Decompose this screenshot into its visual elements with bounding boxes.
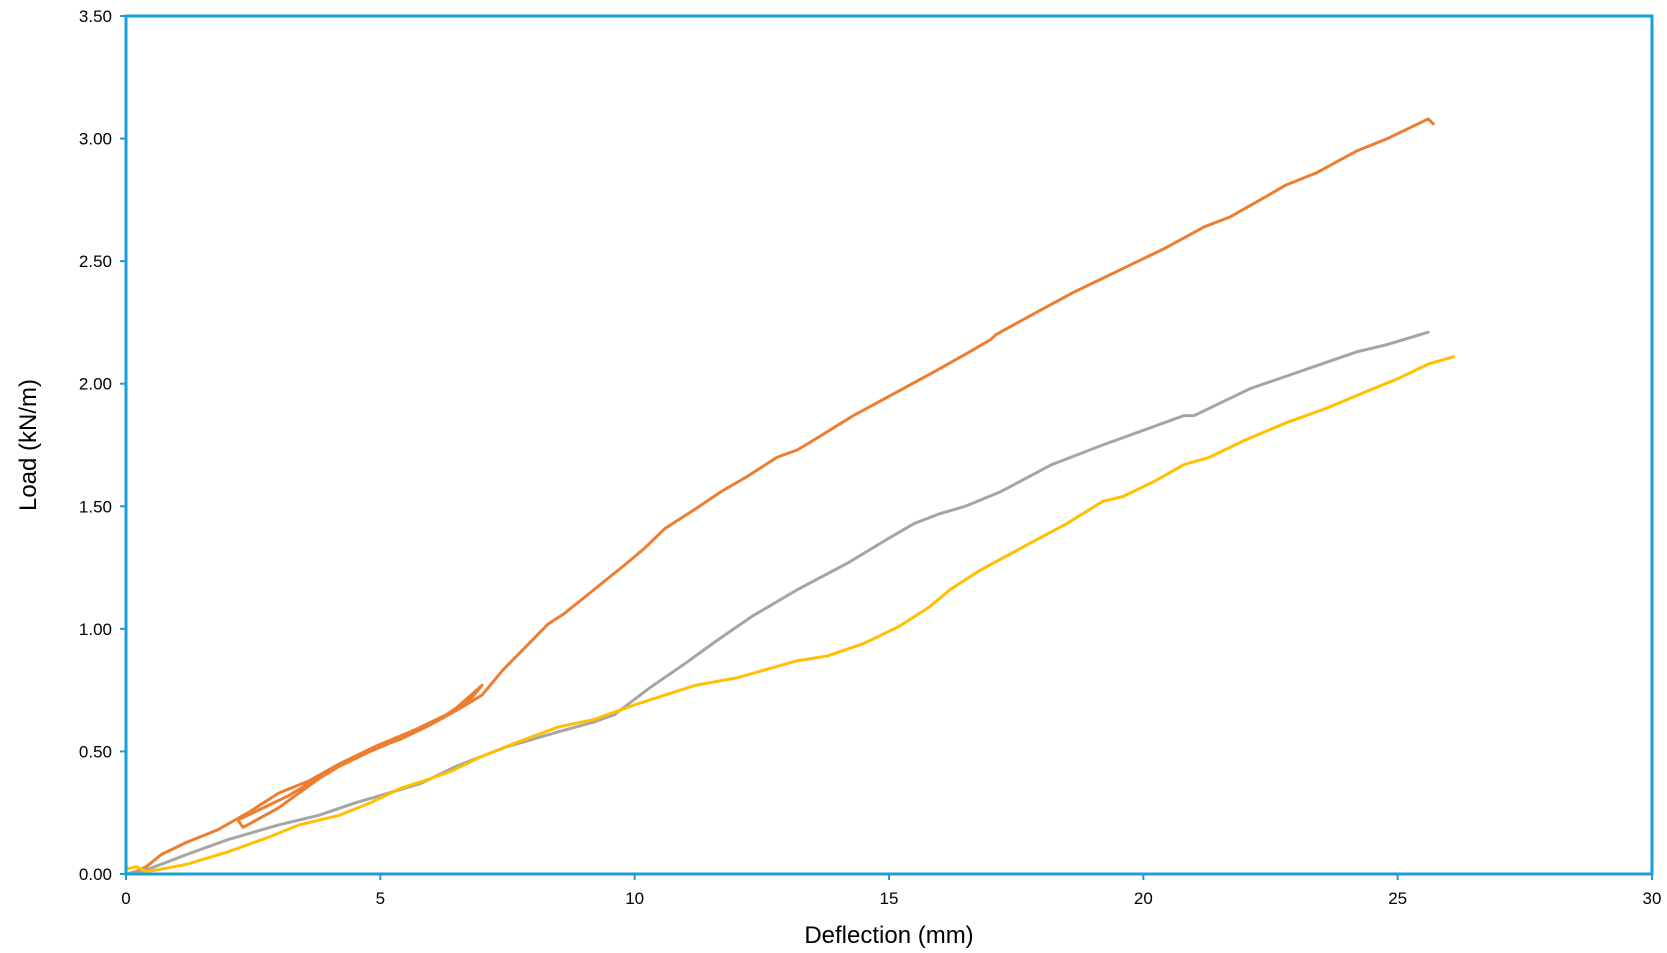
x-tick-label: 30 bbox=[1643, 889, 1662, 908]
x-tick-label: 20 bbox=[1134, 889, 1153, 908]
x-axis-title: Deflection (mm) bbox=[804, 922, 973, 949]
y-tick-label: 2.00 bbox=[79, 375, 112, 394]
series-lines bbox=[124, 117, 1456, 876]
y-tick-label: 3.00 bbox=[79, 130, 112, 149]
series-line-2 bbox=[124, 330, 1430, 876]
x-tick-label: 15 bbox=[880, 889, 899, 908]
y-tick-label: 1.50 bbox=[79, 497, 112, 516]
x-tick-label: 0 bbox=[121, 889, 130, 908]
plot-border bbox=[124, 14, 1654, 876]
series-line-1 bbox=[124, 117, 1435, 876]
x-tick-label: 25 bbox=[1388, 889, 1407, 908]
plot-frame bbox=[124, 14, 1654, 876]
series-line-3 bbox=[124, 355, 1456, 874]
y-tick-label: 0.50 bbox=[79, 742, 112, 761]
y-tick-label: 0.00 bbox=[79, 865, 112, 884]
x-axis-ticks: 0 5 10 15 20 25 30 bbox=[121, 874, 1661, 908]
y-axis-title: Load (kN/m) bbox=[15, 379, 42, 511]
y-tick-label: 1.00 bbox=[79, 620, 112, 639]
x-tick-label: 5 bbox=[376, 889, 385, 908]
y-tick-label: 3.50 bbox=[79, 7, 112, 26]
y-axis-ticks: 0.00 0.50 1.00 1.50 2.00 2.50 3.00 3.50 bbox=[79, 7, 126, 884]
y-tick-label: 2.50 bbox=[79, 252, 112, 271]
x-tick-label: 10 bbox=[625, 889, 644, 908]
